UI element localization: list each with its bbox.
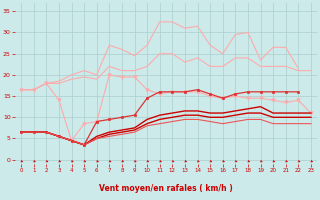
X-axis label: Vent moyen/en rafales ( km/h ): Vent moyen/en rafales ( km/h ): [99, 184, 233, 193]
